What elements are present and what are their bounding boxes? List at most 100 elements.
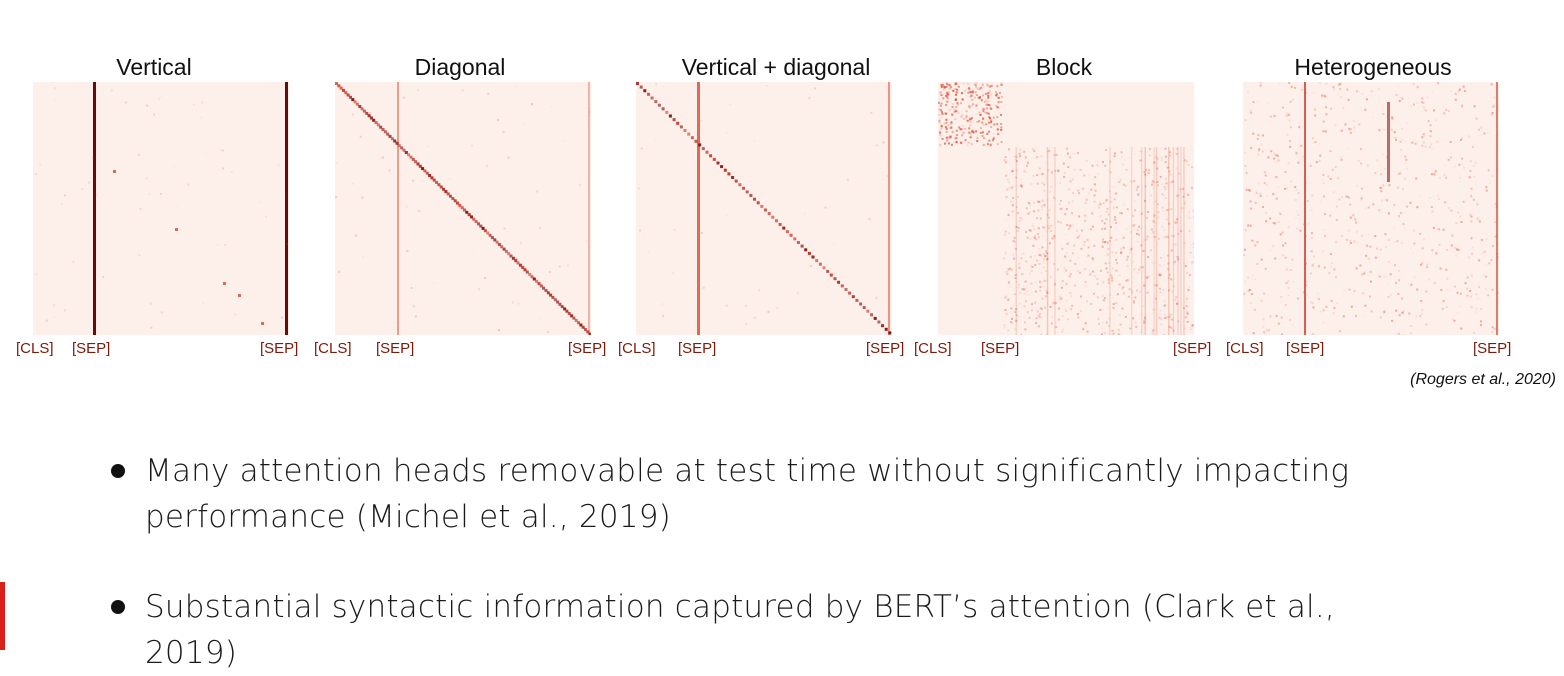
heatmap-cell — [938, 108, 940, 110]
heatmap-cell — [1040, 334, 1042, 335]
heatmap-cell — [1315, 141, 1317, 143]
heatmap-cell — [1009, 285, 1011, 287]
heatmap-cell — [1269, 121, 1271, 123]
heatmap-cell — [870, 112, 872, 114]
heatmap-cell — [94, 270, 96, 272]
heatmap-cell — [758, 289, 760, 291]
heatmap-cell — [1370, 271, 1372, 273]
heatmap-cell — [1123, 184, 1125, 186]
heatmap-cell — [1311, 237, 1313, 239]
tick-cls: [CLS] — [314, 340, 352, 357]
heatmap-cell — [952, 90, 954, 92]
heatmap-cell — [1468, 257, 1470, 259]
heatmap-cell — [1326, 83, 1328, 85]
heatmap-column — [588, 82, 590, 335]
heatmap-cell — [982, 135, 984, 137]
heatmap-cell — [1378, 209, 1380, 211]
heatmap-cell — [1323, 121, 1325, 123]
heatmap-cell — [945, 126, 947, 128]
heatmap-cell — [883, 142, 885, 144]
heatmap-cell — [1115, 227, 1117, 229]
heatmap-cell — [1465, 200, 1467, 202]
heatmap-cell — [1260, 195, 1262, 197]
heatmap-cell — [1475, 312, 1477, 314]
heatmap-cell — [1124, 159, 1126, 161]
heatmap-cell — [1417, 86, 1419, 88]
heatmap-cell — [1031, 303, 1033, 305]
heatmap-cell — [1460, 328, 1462, 330]
heatmap-cell — [360, 136, 362, 138]
heatmap-cell — [841, 284, 844, 287]
heatmap-cell — [1246, 172, 1248, 174]
heatmap-cell — [1485, 276, 1487, 278]
heatmap-cell — [478, 288, 480, 290]
heatmap-cell — [1150, 249, 1152, 251]
heatmap-cell — [1106, 199, 1108, 201]
heatmap-cell — [717, 162, 720, 165]
heatmap-cell — [943, 89, 945, 91]
heatmap-cell — [1263, 331, 1265, 333]
heatmap-cell — [1312, 265, 1314, 267]
heatmap-cell — [35, 273, 37, 275]
heatmap-column — [1054, 147, 1056, 335]
heatmap-cell — [1051, 316, 1053, 318]
heatmap-cell — [946, 137, 948, 139]
heatmap-column — [697, 82, 700, 335]
heatmap-cell — [1006, 273, 1008, 275]
heatmap-cell — [962, 133, 964, 135]
heatmap-cell — [1092, 165, 1094, 167]
heatmap-cell — [1072, 224, 1074, 226]
heatmap-cell — [1070, 295, 1072, 297]
heatmap-cell — [153, 114, 155, 116]
heatmap-cell — [1034, 255, 1036, 257]
heatmap-cell — [745, 323, 747, 325]
heatmap-cell — [1162, 210, 1164, 212]
heatmap-cell — [1422, 247, 1424, 249]
heatmap-cell — [1376, 159, 1378, 161]
heatmap-cell — [1423, 135, 1425, 137]
heatmap-cell — [1491, 114, 1493, 116]
heatmap-cell — [1430, 135, 1432, 137]
heatmap-cell — [1107, 248, 1109, 250]
heatmap-cell — [946, 128, 948, 130]
heatmap-cell — [1384, 168, 1386, 170]
heatmap-cell — [1492, 326, 1494, 328]
heatmap-cell — [1012, 211, 1014, 213]
heatmap-cell — [1043, 280, 1045, 282]
heatmap-cell — [1289, 146, 1291, 148]
heatmap-cell — [702, 147, 705, 150]
heatmap-cell — [1116, 262, 1118, 264]
heatmap-cell — [1285, 171, 1287, 173]
heatmap-cell — [1431, 173, 1433, 175]
heatmap-cell — [940, 117, 942, 119]
heatmap-cell — [224, 244, 226, 246]
heatmap-cell — [658, 104, 661, 107]
heatmap-cell — [262, 149, 264, 151]
heatmap-cell — [193, 104, 195, 106]
heatmap-cell — [1486, 264, 1488, 266]
heatmap-cell — [1034, 264, 1036, 266]
heatmap-cell — [987, 143, 989, 145]
heatmap-cell — [1048, 252, 1050, 254]
heatmap-cell — [1088, 174, 1090, 176]
heatmap-cell — [951, 121, 953, 123]
heatmap-cell — [1092, 259, 1094, 261]
heatmap-cell — [975, 131, 977, 133]
heatmap-cell — [1323, 130, 1325, 132]
heatmap-cell — [1270, 315, 1272, 317]
heatmap-cell — [1495, 235, 1497, 237]
heatmap-cell — [1027, 311, 1029, 313]
heatmap-cell — [1457, 212, 1459, 214]
heatmap-cell — [837, 281, 840, 284]
heatmap-cell — [1435, 119, 1437, 121]
heatmap-cell — [997, 128, 999, 130]
heatmap-cell — [1446, 249, 1448, 251]
heatmap-cell — [1100, 204, 1102, 206]
heatmap-cell — [1388, 212, 1390, 214]
heatmap-cell — [1334, 268, 1336, 270]
heatmap-cell — [1137, 241, 1139, 243]
heatmap-cell — [1381, 200, 1383, 202]
heatmap-cell — [1314, 109, 1316, 111]
heatmap-cell — [875, 297, 877, 299]
heatmap-cell — [1314, 93, 1316, 95]
